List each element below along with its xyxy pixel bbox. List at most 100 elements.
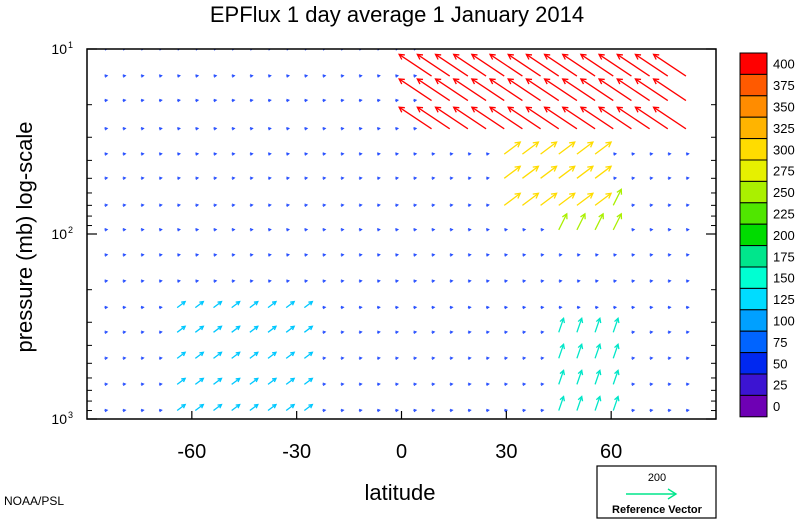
flux-vector bbox=[522, 305, 527, 310]
flux-vector bbox=[395, 279, 400, 283]
vector-field bbox=[104, 49, 690, 413]
flux-vector bbox=[267, 203, 272, 208]
flux-vector bbox=[340, 126, 345, 131]
colorbar-swatch bbox=[739, 52, 768, 75]
flux-vector bbox=[231, 176, 236, 180]
flux-vector bbox=[431, 382, 436, 387]
flux-vector bbox=[176, 403, 187, 412]
flux-vector bbox=[376, 203, 381, 208]
flux-vector bbox=[249, 126, 254, 131]
y-tick-base: 10 bbox=[51, 41, 67, 57]
flux-vector bbox=[558, 253, 563, 257]
flux-vector bbox=[685, 176, 690, 180]
flux-vector bbox=[649, 203, 654, 208]
flux-vector bbox=[376, 253, 381, 257]
flux-vector bbox=[322, 228, 327, 232]
flux-vector bbox=[104, 126, 109, 131]
flux-vector bbox=[612, 343, 620, 359]
flux-vector bbox=[685, 408, 690, 413]
flux-vector bbox=[413, 98, 418, 103]
flux-vector bbox=[504, 279, 509, 283]
flux-vector bbox=[286, 152, 291, 156]
flux-vector bbox=[449, 228, 454, 232]
flux-vector bbox=[398, 78, 432, 102]
flux-vector bbox=[303, 377, 314, 385]
flux-vector bbox=[613, 176, 618, 180]
flux-vector bbox=[286, 98, 291, 103]
y-tick-label: 10 bbox=[51, 226, 67, 242]
flux-vector bbox=[576, 343, 584, 359]
flux-vector bbox=[594, 369, 602, 385]
flux-vector bbox=[543, 53, 578, 77]
flux-vector bbox=[194, 300, 205, 309]
flux-vector bbox=[104, 305, 109, 310]
flux-vector bbox=[322, 408, 327, 413]
flux-vector bbox=[685, 279, 690, 283]
flux-vector bbox=[122, 126, 127, 131]
flux-vector bbox=[376, 330, 381, 334]
flux-vector bbox=[649, 228, 654, 232]
colorbar-label: 125 bbox=[773, 292, 795, 307]
flux-vector bbox=[449, 305, 454, 310]
flux-vector bbox=[540, 253, 545, 257]
flux-vector bbox=[431, 408, 436, 413]
flux-vector bbox=[448, 49, 450, 50]
flux-vector bbox=[488, 78, 523, 102]
flux-vector bbox=[431, 152, 436, 156]
flux-vector bbox=[213, 351, 223, 359]
flux-vector bbox=[413, 228, 418, 232]
flux-vector bbox=[613, 152, 618, 156]
flux-vector bbox=[557, 49, 559, 50]
flux-vector bbox=[467, 228, 472, 232]
flux-vector bbox=[431, 356, 436, 361]
flux-vector bbox=[413, 203, 418, 208]
colorbar-label: 50 bbox=[773, 356, 787, 371]
flux-vector bbox=[395, 305, 400, 310]
flux-vector bbox=[579, 106, 614, 130]
flux-vector bbox=[395, 330, 400, 334]
flux-vector bbox=[177, 203, 181, 208]
colorbar-swatch bbox=[739, 223, 768, 247]
y-tick-exponent: 3 bbox=[68, 410, 73, 420]
flux-vector bbox=[140, 330, 145, 334]
colorbar-swatch bbox=[739, 116, 768, 140]
flux-vector bbox=[376, 408, 381, 413]
y-tick-base: 10 bbox=[51, 226, 67, 242]
flux-vector bbox=[249, 74, 254, 78]
flux-vector bbox=[104, 152, 109, 156]
flux-vector bbox=[140, 356, 145, 361]
colorbar-swatch bbox=[739, 159, 768, 182]
flux-vector bbox=[522, 279, 527, 283]
chart-title: EPFlux 1 day average 1 January 2014 bbox=[210, 2, 584, 27]
flux-vector bbox=[631, 253, 636, 257]
flux-vector bbox=[416, 53, 451, 77]
flux-vector bbox=[685, 305, 690, 310]
flux-vector bbox=[485, 176, 490, 180]
flux-vector bbox=[358, 253, 363, 257]
flux-vector bbox=[449, 203, 454, 208]
flux-vector bbox=[667, 279, 672, 283]
flux-vector bbox=[612, 188, 623, 206]
flux-vector bbox=[631, 356, 636, 361]
flux-vector bbox=[267, 279, 272, 283]
colorbar-swatch bbox=[739, 287, 768, 311]
flux-vector bbox=[413, 279, 418, 283]
flux-vector bbox=[249, 403, 259, 412]
y-tick-label: 10 bbox=[51, 41, 67, 57]
flux-vector bbox=[213, 403, 223, 412]
flux-vector bbox=[322, 203, 327, 208]
flux-vector bbox=[231, 98, 236, 103]
flux-vector bbox=[667, 382, 672, 387]
flux-vector bbox=[485, 253, 490, 257]
flux-vector bbox=[322, 382, 327, 387]
flux-vector bbox=[539, 49, 541, 50]
flux-vector bbox=[122, 253, 127, 257]
flux-vector bbox=[431, 279, 436, 283]
plot-frame bbox=[86, 48, 717, 420]
flux-vector bbox=[376, 279, 381, 283]
colorbar-label: 100 bbox=[773, 314, 795, 329]
colorbar-swatch bbox=[739, 245, 768, 268]
flux-vector bbox=[431, 305, 436, 310]
flux-vector bbox=[612, 49, 614, 50]
flux-vector bbox=[449, 382, 454, 387]
